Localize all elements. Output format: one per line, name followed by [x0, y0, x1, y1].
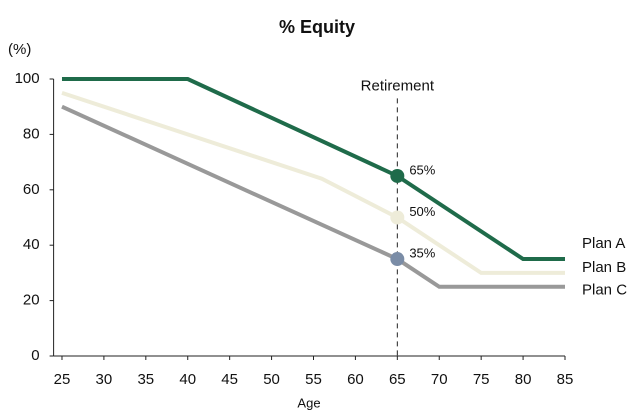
series-line [61, 104, 565, 289]
y-tick-label: 0 [31, 347, 39, 364]
marker [390, 168, 405, 183]
chart-title: % Equity [279, 17, 355, 37]
x-tick-label: 85 [557, 371, 574, 388]
marker [390, 210, 405, 225]
x-tick-label: 25 [54, 371, 71, 388]
x-tick-label: 45 [221, 371, 238, 388]
marker-label: 35% [409, 245, 435, 260]
y-tick-label: 100 [15, 70, 40, 87]
series-label: Plan B [582, 259, 626, 276]
x-tick-label: 70 [431, 371, 448, 388]
series-label: Plan C [582, 282, 627, 299]
retirement-label: Retirement [361, 77, 435, 94]
x-tick-label: 65 [389, 371, 406, 388]
x-tick-label: 75 [473, 371, 490, 388]
marker [390, 252, 405, 267]
y-axis-label: (%) [8, 41, 31, 58]
y-tick-label: 40 [23, 236, 40, 253]
x-tick-label: 50 [263, 371, 280, 388]
marker-label: 50% [409, 204, 435, 219]
x-tick-label: 35 [137, 371, 154, 388]
x-tick-label: 60 [347, 371, 364, 388]
y-tick-label: 60 [23, 181, 40, 198]
x-axis-label: Age [297, 395, 320, 410]
marker-label: 65% [409, 162, 435, 177]
y-tick-label: 20 [23, 292, 40, 309]
y-tick-label: 80 [23, 125, 40, 142]
x-tick-label: 80 [515, 371, 532, 388]
series-label: Plan A [582, 235, 625, 252]
x-tick-label: 40 [179, 371, 196, 388]
x-tick-label: 30 [96, 371, 113, 388]
x-tick-label: 55 [305, 371, 322, 388]
series-line [61, 90, 565, 275]
series-line [61, 77, 565, 262]
